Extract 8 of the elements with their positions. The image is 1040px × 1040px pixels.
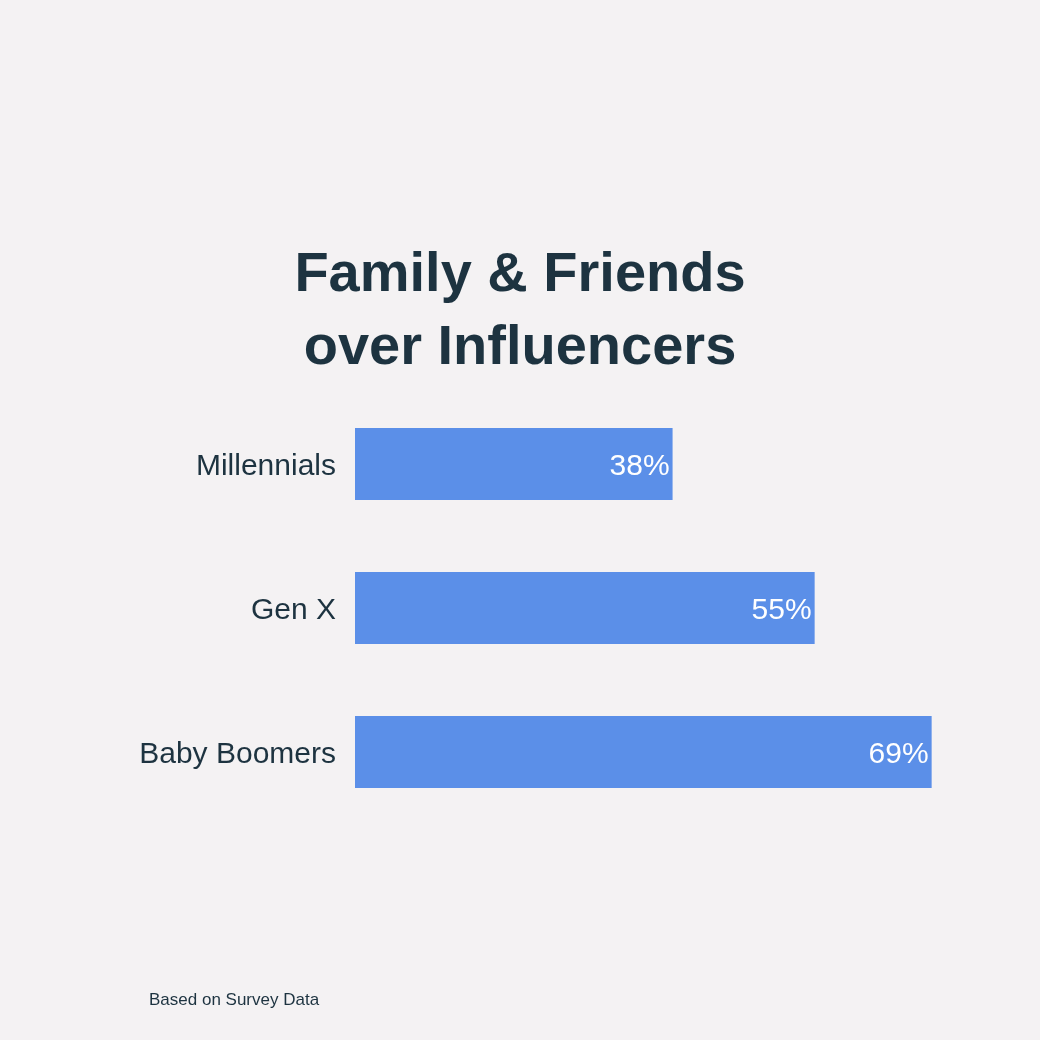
data-label: 55% — [751, 591, 812, 625]
y-tick-label: Gen X — [250, 591, 336, 625]
chart-title: Family & Friends over Influencers — [294, 240, 746, 376]
data-label: 38% — [609, 447, 670, 481]
y-tick-label: Millennials — [195, 447, 336, 481]
data-label: 69% — [868, 735, 929, 769]
text: Based on Survey Data — [149, 990, 320, 1009]
y-tick-label: Baby Boomers — [139, 735, 336, 769]
